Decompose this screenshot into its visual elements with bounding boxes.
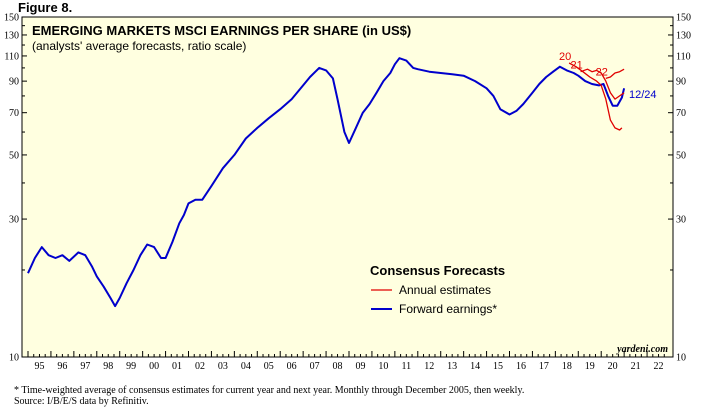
bottom-axis: 95 96 97 98 99 00 01 02 03 04 05 06 07 08 09 10 11 12 13 14… [27,351,665,372]
x-tick-label: 05 [264,361,274,372]
x-tick-label: 20 [608,361,618,372]
x-tick-label: 08 [333,361,343,372]
y-tick-label-right: 90 [676,77,686,88]
footnote: * Time-weighted average of consensus est… [14,385,524,407]
x-tick-label: 96 [57,361,67,372]
watermark: yardeni.com [616,344,668,355]
y-tick-label-left: 130 [4,30,19,41]
x-tick-label: 95 [34,361,44,372]
x-tick-label: 10 [378,361,388,372]
legend: Consensus Forecasts Annual estimates For… [370,263,505,316]
chart-subtitle: (analysts' average forecasts, ratio scal… [32,39,246,53]
legend-forward-label: Forward earnings* [399,302,497,316]
annual-estimate-line-21 [580,68,625,100]
footnote-line-1: * Time-weighted average of consensus est… [14,385,525,396]
x-tick-label: 21 [631,361,641,372]
y-tick-label-left: 70 [9,108,19,119]
y-tick-label-left: 50 [9,150,19,161]
x-tick-label: 01 [172,361,182,372]
x-tick-label: 17 [539,361,549,372]
plot-area [21,16,674,358]
footnote-line-2: Source: I/B/E/S data by Refinitiv. [14,396,149,407]
annual-estimate-line-20 [568,62,623,131]
x-tick-label: 98 [103,361,113,372]
left-axis: 10 30 50 70 90 110 130 150 [4,13,27,364]
x-tick-label: 97 [80,361,90,372]
x-tick-label: 04 [241,361,251,372]
y-tick-label-left: 90 [9,77,19,88]
figure-label: Figure 8. [18,0,73,15]
y-tick-label-right: 110 [676,51,691,62]
annual-estimate-label-22: 22 [596,66,608,78]
x-tick-label: 07 [310,361,320,372]
y-tick-label-left: 10 [9,353,19,364]
x-tick-label: 14 [470,361,480,372]
annual-estimate-line-22 [605,68,625,80]
right-axis: 10 30 50 70 90 110 130 150 [668,13,691,364]
x-tick-label: 19 [585,361,595,372]
annual-estimate-label-21: 21 [570,60,582,72]
y-tick-label-right: 70 [676,108,686,119]
legend-title: Consensus Forecasts [370,263,505,278]
y-tick-label-left: 30 [9,215,19,226]
x-tick-label: 22 [654,361,664,372]
x-tick-label: 16 [516,361,526,372]
y-tick-label-right: 30 [676,215,686,226]
y-tick-label-right: 50 [676,150,686,161]
forward-earnings-line [27,57,626,308]
annual-estimate-label-20: 20 [559,51,571,63]
y-tick-label-left: 110 [4,51,19,62]
x-tick-label: 11 [402,361,412,372]
x-tick-label: 02 [195,361,205,372]
x-tick-label: 15 [493,361,503,372]
x-tick-label: 00 [149,361,159,372]
y-tick-label-right: 150 [676,13,691,24]
x-tick-label: 13 [447,361,457,372]
y-tick-label-right: 130 [676,30,691,41]
x-tick-label: 99 [126,361,136,372]
annotation-12-24: 12/24 [629,89,657,101]
chart-title: EMERGING MARKETS MSCI EARNINGS PER SHARE… [32,23,411,38]
legend-annual-label: Annual estimates [399,283,491,297]
y-tick-label-left: 150 [4,13,19,24]
x-tick-label: 09 [355,361,365,372]
x-tick-label: 12 [424,361,434,372]
x-tick-label: 06 [287,361,297,372]
x-tick-label: 18 [562,361,572,372]
x-tick-label: 03 [218,361,228,372]
y-tick-label-right: 10 [676,353,686,364]
